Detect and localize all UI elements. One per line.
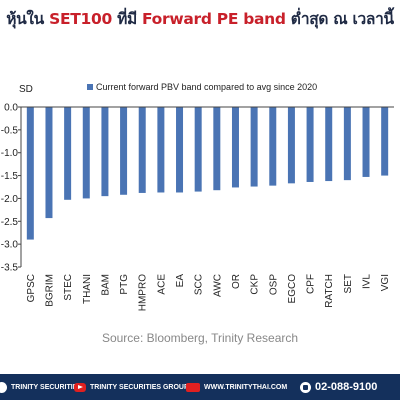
bar (194, 107, 202, 192)
footer-phone-label: 02-088-9100 (315, 381, 378, 393)
x-tick-label: GPSC (26, 274, 37, 302)
x-tick-label: BAM (100, 274, 111, 296)
bar (45, 107, 53, 219)
footer-facebook[interactable]: TRINITY SECURITIES (0, 381, 83, 393)
bar (343, 107, 351, 181)
legend-swatch (87, 84, 93, 90)
bar (362, 107, 370, 177)
footer-youtube[interactable]: TRINITY SECURITIES GROUP (74, 382, 189, 392)
phone-icon (300, 381, 311, 393)
bar (101, 107, 109, 197)
footer-youtube-label: TRINITY SECURITIES GROUP (90, 383, 189, 391)
bar (176, 107, 184, 193)
title-part-4: Forward PE band (142, 10, 286, 28)
x-tick-label: OSP (268, 274, 279, 295)
bar (213, 107, 221, 191)
x-tick-label: RATCH (324, 274, 335, 308)
source-note: Source: Bloomberg, Trinity Research (101, 331, 299, 345)
facebook-icon (0, 381, 7, 393)
bar (250, 107, 258, 187)
footer-website[interactable]: WWW.TRINITYTHAI.COM (186, 382, 288, 392)
bar (64, 107, 72, 200)
youtube-icon (74, 382, 86, 392)
y-tick-label: -3.5 (1, 263, 19, 274)
y-tick-label: -0.5 (1, 125, 19, 136)
x-tick-label: EA (175, 274, 186, 288)
bar (26, 107, 34, 240)
y-axis-label: SD (19, 84, 33, 95)
x-tick-label: SCC (194, 274, 205, 295)
bar (287, 107, 295, 184)
y-tick-label: -2.0 (1, 194, 19, 205)
x-tick-label: CPF (306, 274, 317, 294)
x-tick-label: SET (343, 274, 354, 293)
footer-phone[interactable]: 02-088-9100 (300, 381, 377, 393)
x-tick-label: STEC (63, 274, 74, 301)
y-tick-label: -1.0 (1, 148, 19, 159)
x-tick-label: OR (231, 274, 242, 289)
title-part-5: ต่ำสุด ณ เวลานี้ (285, 10, 394, 28)
bar (157, 107, 165, 193)
x-tick-label: ACE (156, 274, 167, 295)
y-tick-label: -2.5 (1, 217, 19, 228)
x-tick-label: PTG (119, 274, 130, 295)
x-tick-label: BGRIM (44, 274, 55, 307)
bar (381, 107, 389, 176)
legend-label: Current forward PBV band compared to avg… (96, 82, 317, 92)
x-tick-label: THANI (82, 274, 93, 304)
bar (120, 107, 128, 195)
bar (138, 107, 146, 193)
footer-bar: TRINITY SECURITIES TRINITY SECURITIES GR… (0, 374, 400, 400)
y-tick-label: -3.0 (1, 240, 19, 251)
page-title: หุ้นใน SET100 ที่มี Forward PE band ต่ำส… (0, 6, 400, 31)
www-icon (186, 382, 200, 392)
x-tick-label: EGCO (287, 274, 298, 304)
x-tick-label: AWC (212, 274, 223, 297)
x-tick-label: IVL (362, 274, 373, 289)
y-tick-label: -1.5 (1, 171, 19, 182)
y-tick-label: 0.0 (4, 103, 18, 114)
x-tick-label: VGI (380, 274, 391, 291)
bar (231, 107, 239, 188)
bar (306, 107, 314, 182)
title-part-1: หุ้นใน (6, 10, 50, 28)
x-tick-label: HMPRO (138, 274, 149, 311)
bar (269, 107, 277, 186)
x-tick-label: CKP (250, 274, 261, 295)
footer-facebook-label: TRINITY SECURITIES (11, 383, 83, 391)
bar (325, 107, 333, 182)
bar (82, 107, 90, 199)
footer-website-label: WWW.TRINITYTHAI.COM (204, 383, 288, 391)
title-part-3: ที่มี (111, 10, 142, 28)
title-part-2: SET100 (49, 10, 112, 28)
